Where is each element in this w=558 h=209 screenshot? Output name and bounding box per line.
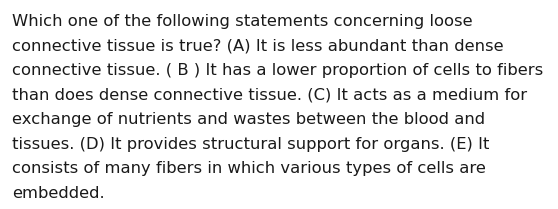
Text: connective tissue. ( B ) It has a lower proportion of cells to fibers: connective tissue. ( B ) It has a lower … [12,63,543,78]
Text: Which one of the following statements concerning loose: Which one of the following statements co… [12,14,473,29]
Text: embedded.: embedded. [12,186,105,200]
Text: exchange of nutrients and wastes between the blood and: exchange of nutrients and wastes between… [12,112,485,127]
Text: consists of many fibers in which various types of cells are: consists of many fibers in which various… [12,161,486,176]
Text: tissues. (D) It provides structural support for organs. (E) It: tissues. (D) It provides structural supp… [12,136,489,152]
Text: than does dense connective tissue. (C) It acts as a medium for: than does dense connective tissue. (C) I… [12,88,527,102]
Text: connective tissue is true? (A) It is less abundant than dense: connective tissue is true? (A) It is les… [12,38,504,54]
